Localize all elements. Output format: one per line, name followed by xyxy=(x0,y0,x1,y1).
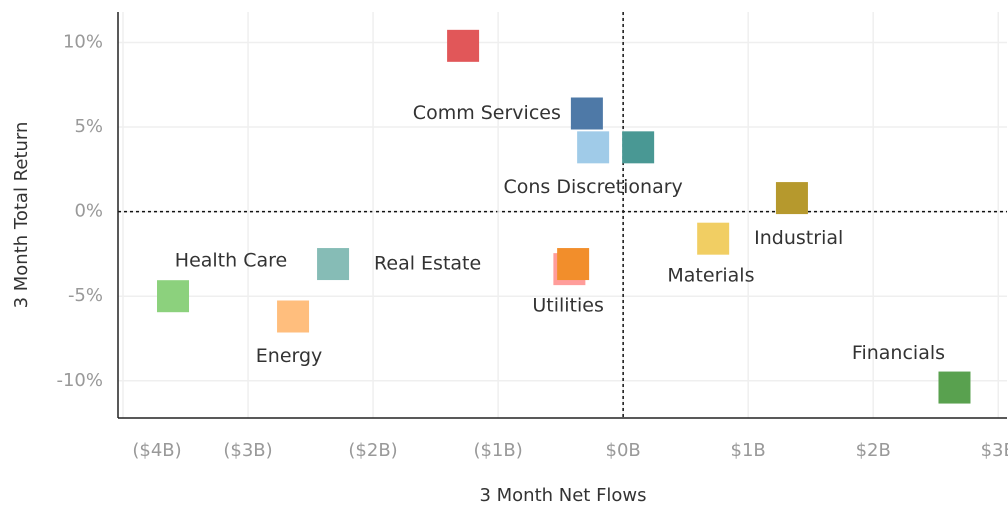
x-tick-label: ($2B) xyxy=(348,440,397,461)
point xyxy=(775,182,808,215)
x-tick-label: ($4B) xyxy=(132,440,181,461)
x-tick-label: $2B xyxy=(856,440,891,461)
y-tick-label: 0% xyxy=(74,201,103,222)
point-label: Energy xyxy=(256,345,323,367)
y-tick-label: -5% xyxy=(68,285,103,306)
x-tick-label: ($3B) xyxy=(223,440,272,461)
point xyxy=(557,248,590,281)
x-tick-label: ($1B) xyxy=(473,440,522,461)
x-tick-label: $0B xyxy=(606,440,641,461)
x-tick-label: $3B xyxy=(981,440,1008,461)
point xyxy=(277,300,310,333)
point xyxy=(938,371,971,404)
point xyxy=(317,248,350,281)
y-tick-label: 10% xyxy=(63,31,103,52)
y-tick-label: 5% xyxy=(74,116,103,137)
point xyxy=(447,29,480,62)
point-label: Financials xyxy=(852,342,945,364)
point-label: Materials xyxy=(667,265,754,287)
point xyxy=(570,97,603,130)
point-label: Industrial xyxy=(754,227,843,249)
point-label: Cons Discretionary xyxy=(503,176,682,198)
point-label: Utilities xyxy=(532,295,604,317)
x-axis-title: 3 Month Net Flows xyxy=(479,485,646,506)
y-axis-title: 3 Month Total Return xyxy=(11,122,32,309)
point-label: Health Care xyxy=(175,250,287,272)
y-tick-label: -10% xyxy=(56,370,103,391)
point xyxy=(577,131,610,164)
point-label: Comm Services xyxy=(413,102,561,124)
point xyxy=(697,222,730,255)
point xyxy=(157,280,190,313)
point xyxy=(622,131,655,164)
point-label: Real Estate xyxy=(374,253,481,275)
x-tick-label: $1B xyxy=(731,440,766,461)
